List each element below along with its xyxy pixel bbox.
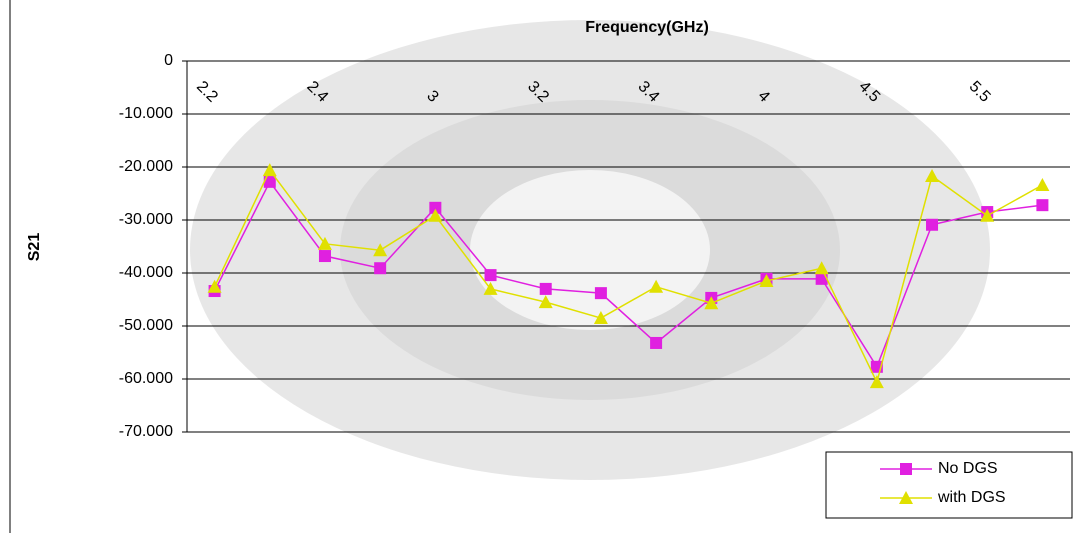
data-point bbox=[540, 283, 552, 295]
data-point bbox=[595, 287, 607, 299]
data-point bbox=[650, 337, 662, 349]
legend-label: with DGS bbox=[937, 489, 1006, 506]
y-tick-label: -40.000 bbox=[119, 264, 173, 281]
data-point bbox=[374, 262, 386, 274]
data-point bbox=[485, 269, 497, 281]
y-tick-label: -50.000 bbox=[119, 317, 173, 334]
data-point bbox=[926, 219, 938, 231]
data-point bbox=[1036, 199, 1048, 211]
legend-marker bbox=[900, 463, 912, 475]
chart: Frequency(GHz) S21 0 -10.000 -20.000 -30.00… bbox=[0, 0, 1081, 533]
chart-title: Frequency(GHz) bbox=[585, 19, 709, 36]
page: Frequency(GHz) S21 0 -10.000 -20.000 -30.00… bbox=[0, 0, 1081, 533]
y-tick-label: -20.000 bbox=[119, 158, 173, 175]
legend-label: No DGS bbox=[938, 460, 998, 477]
y-tick-label: 0 bbox=[164, 52, 173, 69]
y-tick-label: -60.000 bbox=[119, 370, 173, 387]
y-tick-label: -30.000 bbox=[119, 211, 173, 228]
y-tick-label: -10.000 bbox=[119, 105, 173, 122]
data-point bbox=[816, 273, 828, 285]
y-axis-title: S21 bbox=[26, 233, 43, 262]
y-tick-label: -70.000 bbox=[119, 423, 173, 440]
data-point bbox=[319, 250, 331, 262]
